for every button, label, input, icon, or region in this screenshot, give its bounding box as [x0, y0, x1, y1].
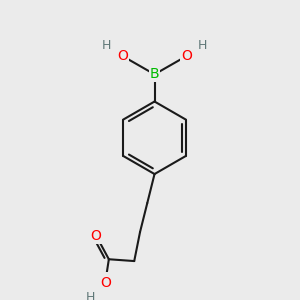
Text: H: H [102, 39, 111, 52]
Text: O: O [91, 229, 102, 243]
Text: B: B [150, 67, 159, 81]
Text: O: O [181, 49, 192, 63]
Text: H: H [198, 39, 207, 52]
Text: O: O [100, 276, 111, 290]
Text: O: O [117, 49, 128, 63]
Text: H: H [86, 291, 95, 300]
